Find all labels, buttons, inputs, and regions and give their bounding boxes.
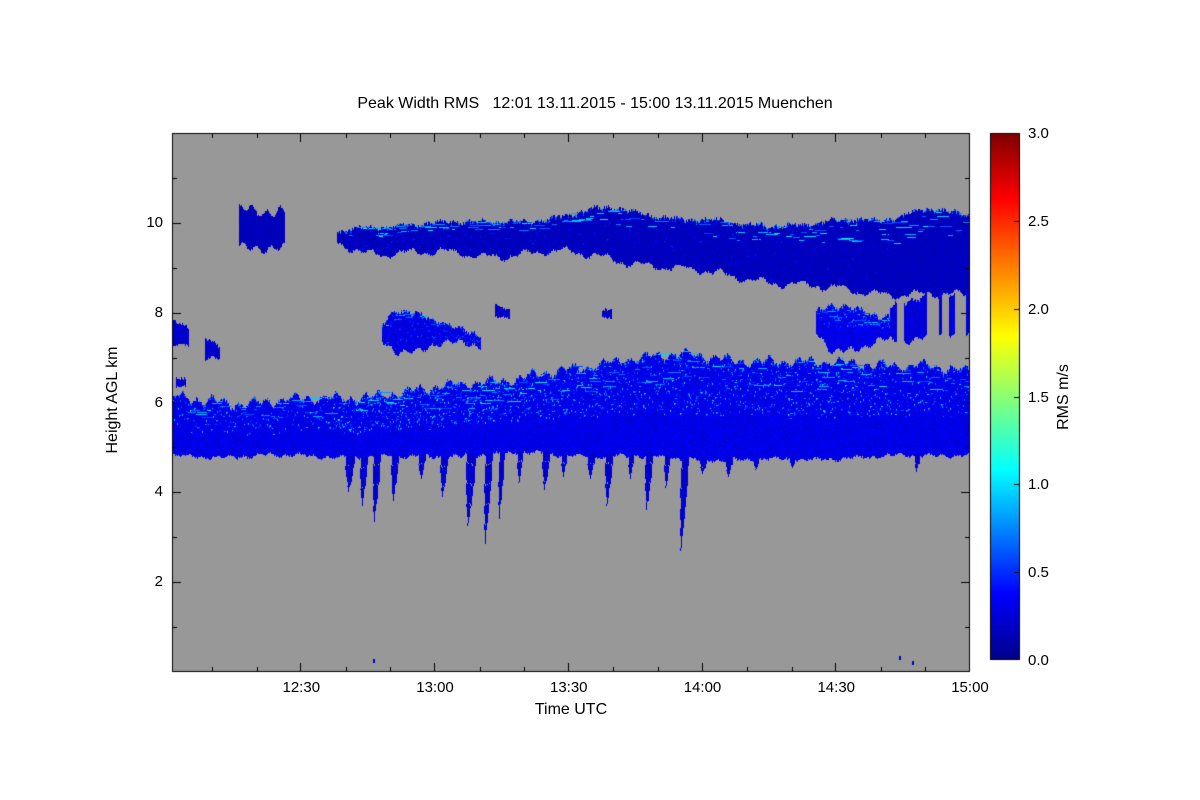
y-tick-label: 4 — [154, 483, 163, 501]
colorbar-tick-label: 1.0 — [1028, 476, 1049, 494]
colorbar-tick-label: 0.0 — [1028, 652, 1049, 669]
colorbar-tick-label: 3.0 — [1028, 125, 1049, 142]
y-tick-label: 2 — [154, 573, 163, 591]
x-axis-label: Time UTC — [534, 701, 608, 718]
colorbar-tick-label: 1.5 — [1028, 388, 1049, 406]
colorbar-tick-label: 2.0 — [1028, 300, 1049, 318]
x-tick-label: 14:00 — [683, 679, 722, 696]
colorbar-tick-label: 0.5 — [1028, 564, 1049, 582]
colorbar-tick-label: 2.5 — [1028, 212, 1049, 230]
x-tick-label: 13:30 — [549, 679, 588, 696]
y-tick-label: 8 — [154, 303, 163, 321]
y-tick-label: 10 — [146, 213, 163, 231]
y-tick-label: 6 — [154, 393, 163, 411]
x-tick-label: 13:00 — [416, 679, 454, 696]
x-tick-label: 12:30 — [282, 679, 321, 696]
chart-title: Peak Width RMS 12:01 13.11.2015 - 15:00 … — [357, 95, 833, 112]
x-tick-label: 15:00 — [951, 679, 989, 696]
x-tick-label: 14:30 — [817, 679, 856, 696]
